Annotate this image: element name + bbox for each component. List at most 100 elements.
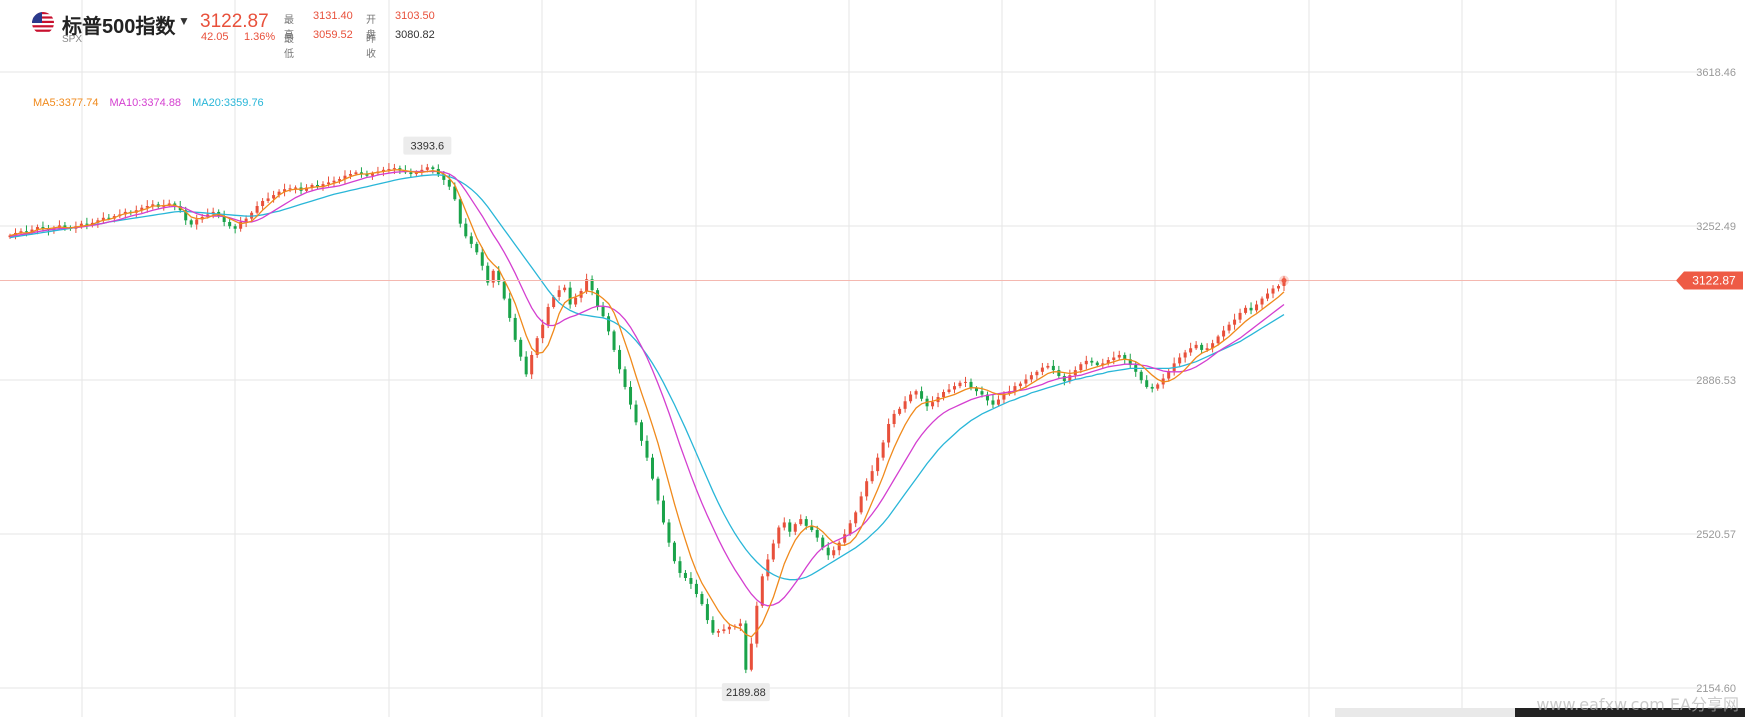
- candle-body: [1249, 307, 1253, 311]
- candle-body: [727, 626, 731, 630]
- candle-body: [612, 331, 616, 350]
- candle-body: [650, 457, 655, 479]
- candle-body: [1095, 362, 1099, 366]
- candle-body: [365, 174, 369, 176]
- candle-body: [1150, 386, 1154, 389]
- candle-body: [755, 605, 759, 644]
- candle-body: [535, 338, 539, 355]
- candle-body: [788, 522, 792, 532]
- candle-body: [1189, 348, 1193, 353]
- candle-body: [629, 386, 633, 405]
- y-tick-label: 2520.57: [1696, 529, 1736, 541]
- candle-body: [283, 189, 287, 192]
- candle-body: [585, 279, 589, 292]
- candle-body: [348, 174, 352, 176]
- candle-body: [980, 391, 984, 395]
- candle-body: [1101, 363, 1105, 366]
- candle-body: [815, 530, 819, 538]
- candle-body: [810, 525, 814, 531]
- candle-body: [782, 522, 786, 528]
- candle-body: [645, 440, 649, 458]
- ticker-symbol: SPX: [62, 34, 83, 45]
- candle-body: [1282, 280, 1286, 286]
- candle-body: [1244, 307, 1248, 313]
- candle-body: [920, 391, 924, 399]
- candle-body: [541, 324, 545, 339]
- candle-body: [24, 231, 28, 233]
- candle-body: [425, 167, 429, 170]
- ma10-legend: MA10:3374.88: [109, 97, 182, 109]
- candle-body: [985, 394, 989, 401]
- candle-body: [305, 187, 309, 191]
- candle-body: [332, 180, 336, 183]
- candle-body: [1271, 288, 1275, 294]
- candle-body: [991, 400, 995, 405]
- current-price-dot: [1281, 278, 1287, 284]
- candle-body: [865, 481, 869, 497]
- candle-body: [793, 524, 797, 532]
- candle-body: [513, 317, 517, 340]
- candle-body: [1068, 375, 1072, 382]
- candle-body: [41, 227, 45, 229]
- candle-body: [1183, 352, 1187, 358]
- candle-body: [195, 219, 199, 225]
- candle-body: [431, 167, 435, 169]
- candle-body: [326, 182, 331, 185]
- candle-body: [392, 168, 396, 170]
- candle-body: [486, 265, 490, 283]
- y-tick-label: 2154.60: [1696, 683, 1736, 695]
- candle-body: [79, 223, 83, 227]
- y-tick-label: 2886.53: [1696, 375, 1736, 387]
- candle-body: [1002, 393, 1006, 400]
- candle-body: [1227, 324, 1231, 331]
- candle-body: [557, 290, 561, 297]
- candle-body: [464, 223, 468, 237]
- chevron-down-icon[interactable]: ▼: [178, 14, 190, 28]
- candle-body: [8, 235, 12, 238]
- candle-body: [90, 222, 94, 225]
- candle-body: [1145, 380, 1149, 387]
- candle-body: [107, 217, 111, 219]
- candle-body: [1040, 367, 1044, 372]
- candle-body: [1233, 319, 1237, 325]
- open-value: 3103.50: [395, 10, 435, 22]
- candle-body: [184, 210, 188, 221]
- candle-body: [1167, 370, 1171, 379]
- candle-body: [996, 399, 1000, 405]
- candle-body: [552, 296, 556, 308]
- candle-body: [1018, 383, 1022, 387]
- candle-body: [288, 188, 292, 190]
- candle-body: [261, 200, 265, 207]
- candle-body: [887, 423, 891, 443]
- candle-body: [1156, 384, 1160, 389]
- candle-body: [656, 478, 660, 501]
- index-name[interactable]: 标普500指数: [62, 16, 176, 38]
- candle-body: [546, 307, 550, 325]
- candle-body: [843, 534, 847, 543]
- current-price-tag: [1676, 271, 1743, 290]
- watermark: www.eafxw.com EA分享网: [1536, 695, 1739, 714]
- candle-body: [458, 199, 462, 224]
- candle-body: [683, 572, 687, 579]
- candle-body: [639, 422, 644, 441]
- candle-body: [233, 226, 237, 229]
- candle-body: [678, 561, 682, 573]
- candle-body: [266, 198, 270, 201]
- price-change-percent: 1.36%: [244, 31, 276, 43]
- candle-body: [722, 629, 726, 632]
- candle-body: [255, 206, 259, 213]
- candle-body: [1051, 365, 1055, 371]
- candle-body: [19, 231, 23, 233]
- candle-body: [1117, 354, 1121, 358]
- candle-body: [63, 225, 67, 228]
- candle-body: [1194, 344, 1198, 349]
- candle-body: [228, 222, 232, 227]
- candle-body: [634, 404, 638, 423]
- candle-body: [749, 643, 753, 670]
- candle-body: [409, 172, 413, 175]
- candle-body: [222, 216, 226, 223]
- candle-body: [85, 223, 89, 225]
- candle-body: [771, 543, 775, 560]
- ma-legend: MA5:3377.74 MA10:3374.88 MA20:3359.76: [33, 97, 272, 109]
